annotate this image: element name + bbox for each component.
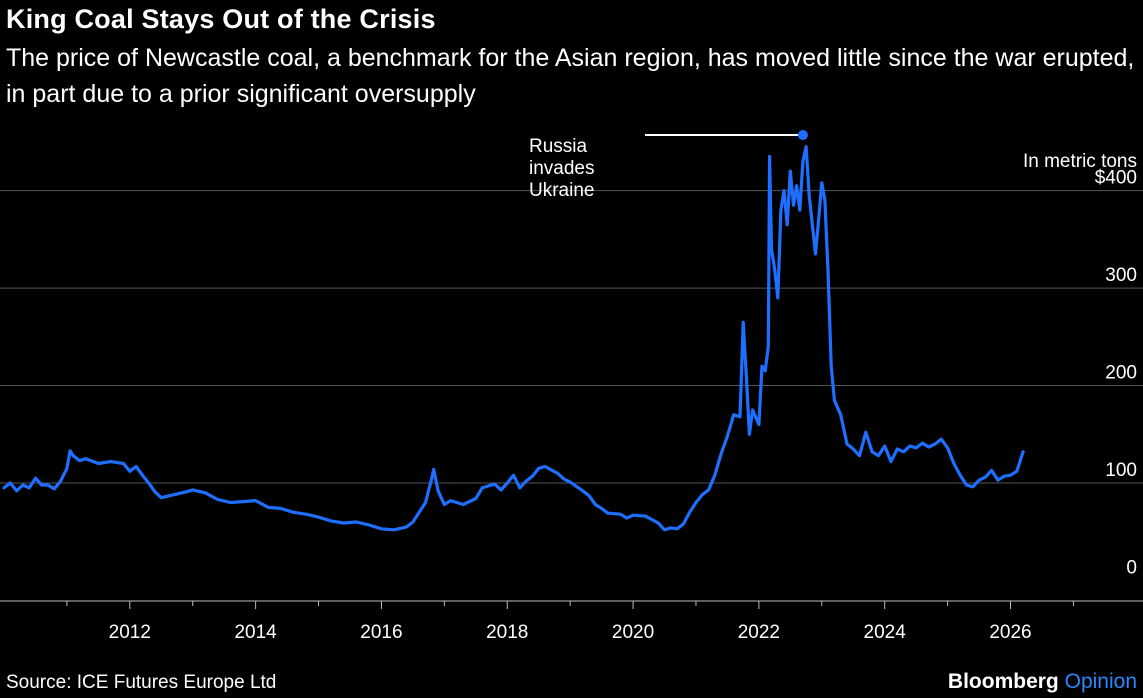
annotation-text-line-0: Russia [529, 136, 588, 157]
x-tick-label-2022: 2022 [738, 622, 780, 643]
x-tick-label-2014: 2014 [234, 622, 277, 643]
series-line-0 [2, 145, 1025, 532]
chart-title: King Coal Stays Out of the Crisis [6, 4, 436, 34]
y-tick-label-300: 300 [1105, 265, 1137, 286]
x-tick-label-2024: 2024 [864, 622, 907, 643]
y-tick-label-100: 100 [1105, 460, 1137, 481]
unit-label: In metric tons [1023, 151, 1137, 172]
x-tick-label-2018: 2018 [486, 622, 528, 643]
annotation-text-line-2: Ukraine [529, 180, 594, 201]
y-tick-label-0: 0 [1126, 558, 1137, 579]
x-tick-label-2016: 2016 [360, 622, 402, 643]
chart-subtitle: The price of Newcastle coal, a benchmark… [6, 44, 1135, 108]
y-tick-label-200: 200 [1105, 363, 1137, 384]
brand-logo: Bloomberg Opinion [948, 670, 1137, 694]
annotation-text-line-1: invades [529, 158, 595, 179]
x-tick-label-2026: 2026 [989, 622, 1031, 643]
source-note: Source: ICE Futures Europe Ltd [6, 672, 277, 693]
x-tick-label-2012: 2012 [109, 622, 151, 643]
x-tick-label-2020: 2020 [612, 622, 654, 643]
y-tick-label-400: $400 [1095, 168, 1137, 189]
brand-suffix: Opinion [1064, 670, 1137, 693]
annotation-marker [797, 130, 808, 141]
brand-name: Bloomberg [947, 670, 1059, 693]
